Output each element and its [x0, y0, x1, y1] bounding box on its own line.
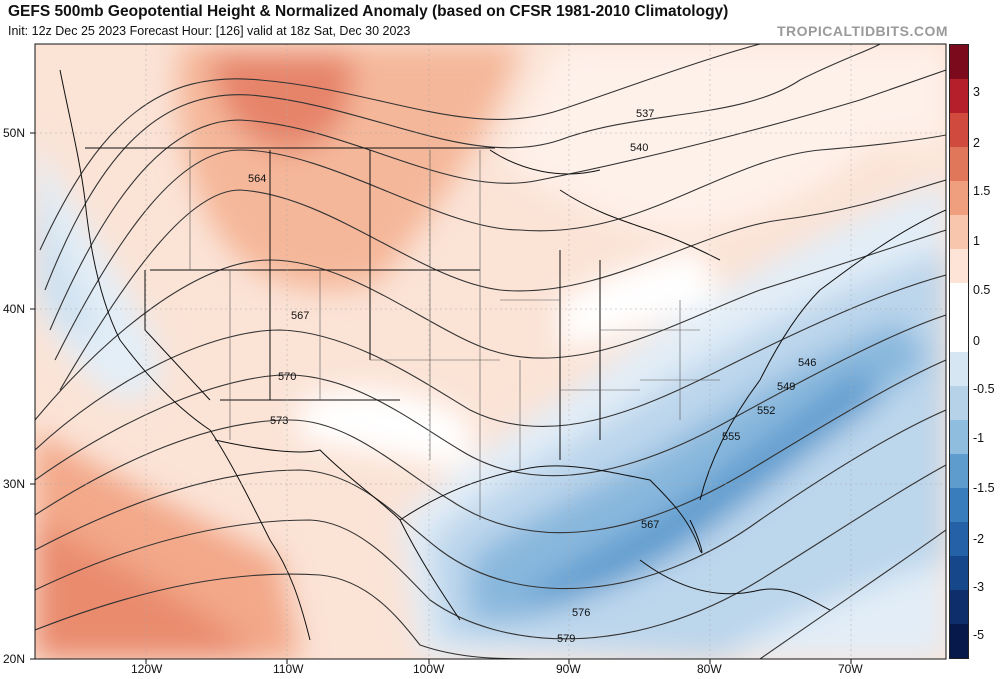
lon-label: 110W — [273, 662, 304, 676]
lon-label: 70W — [838, 662, 863, 676]
lat-label: 20N — [3, 652, 26, 666]
colorbar-segment — [950, 283, 968, 318]
colorbar-segment — [950, 79, 968, 114]
contour-label: 570 — [278, 371, 296, 383]
colorbar-segment — [950, 419, 968, 455]
colorbar-segment — [950, 113, 968, 148]
contour-label: 555 — [722, 431, 740, 443]
colorbar-tick-label: -0.5 — [973, 382, 995, 396]
lat-label: 40N — [3, 302, 26, 316]
colorbar-tick-label: 1 — [973, 234, 980, 248]
lon-label: 90W — [556, 662, 581, 676]
colorbar-tick-label: -1 — [973, 431, 985, 445]
height-contours — [35, 44, 946, 659]
map-subtitle: Init: 12z Dec 25 2023 Forecast Hour: [12… — [8, 24, 411, 38]
contour-label: 573 — [270, 415, 288, 427]
colorbar-segment — [950, 249, 968, 284]
contour-labels: 537 540 564 567 570 573 546 549 552 555 … — [248, 108, 816, 645]
graticule — [35, 44, 946, 659]
contour-label: 546 — [798, 357, 816, 369]
colorbar-segment — [950, 181, 968, 216]
contour-label: 576 — [572, 607, 590, 619]
colorbar-segment — [950, 487, 968, 523]
colorbar-segment — [950, 623, 968, 659]
anomaly-shading — [35, 44, 946, 659]
contour-label: 564 — [248, 173, 266, 185]
state-borders — [189, 150, 720, 520]
contour-label: 552 — [757, 405, 775, 417]
map-frame — [34, 43, 947, 660]
contour-label: 567 — [291, 310, 309, 322]
contour-label: 567 — [641, 519, 659, 531]
map-title: GEFS 500mb Geopotential Height & Normali… — [8, 3, 729, 20]
colorbar — [949, 44, 969, 659]
colorbar-segment — [950, 215, 968, 250]
lon-label: 120W — [131, 662, 163, 676]
colorbar-tick-label: -2 — [973, 532, 985, 546]
colorbar-tick-label: -5 — [973, 628, 985, 642]
source-watermark: TROPICALTIDBITS.COM — [776, 23, 948, 39]
coastlines — [59, 69, 946, 641]
contour-label: 540 — [630, 142, 648, 154]
colorbar-tick-label: 0 — [973, 334, 980, 348]
colorbar-tick-label: 1.5 — [973, 184, 991, 198]
lon-label: 100W — [413, 662, 445, 676]
colorbar-segment — [950, 589, 968, 625]
colorbar-tick-label: 0.5 — [973, 283, 991, 297]
axis-ticks — [30, 132, 852, 664]
lat-label: 50N — [3, 126, 26, 140]
colorbar-tick-label: -3 — [973, 580, 985, 594]
colorbar-segment — [950, 45, 968, 80]
colorbar-segment — [950, 385, 968, 421]
contour-label: 537 — [636, 108, 654, 120]
colorbar-segment — [950, 317, 968, 352]
colorbar-segment — [950, 351, 968, 387]
contour-label: 549 — [777, 381, 795, 393]
colorbar-tick-label: 3 — [973, 85, 980, 99]
lon-label: 80W — [697, 662, 722, 676]
colorbar-segment — [950, 555, 968, 591]
colorbar-tick-label: 2 — [973, 136, 980, 150]
contour-label: 579 — [557, 633, 575, 645]
colorbar-segment — [950, 147, 968, 182]
lat-label: 30N — [3, 477, 26, 491]
colorbar-segment — [950, 453, 968, 489]
colorbar-tick-label: -1.5 — [973, 481, 995, 495]
colorbar-segment — [950, 521, 968, 557]
